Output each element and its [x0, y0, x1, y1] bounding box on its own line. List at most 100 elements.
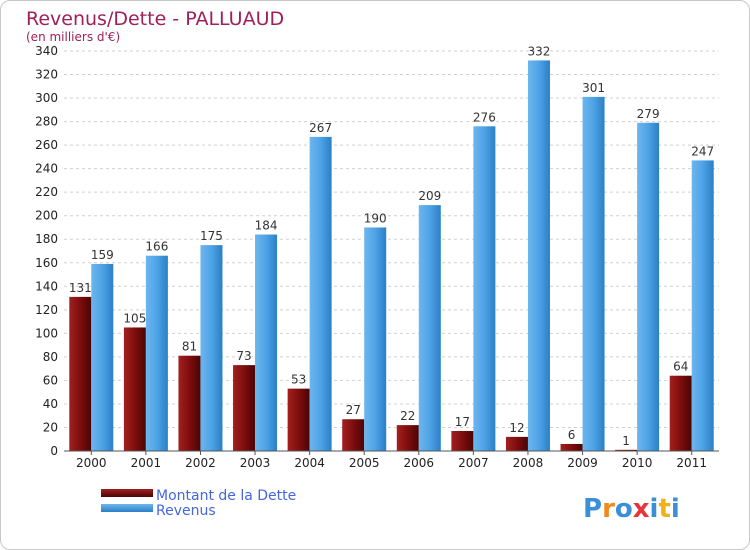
bar-revenus [255, 234, 278, 451]
value-label-debt: 64 [673, 360, 688, 374]
y-tick-label: 300 [35, 91, 58, 105]
value-label-debt: 17 [455, 415, 470, 429]
bar-revenus [527, 60, 550, 451]
grid-lines [64, 50, 719, 452]
value-label-revenus: 184 [255, 219, 278, 233]
bar-revenus [145, 255, 168, 451]
value-label-debt: 53 [291, 373, 306, 387]
bars [69, 60, 714, 452]
y-tick-label: 160 [35, 256, 58, 270]
logo-letter: i [671, 494, 680, 524]
bar-revenus [91, 263, 114, 451]
y-tick-label: 80 [43, 350, 58, 364]
bar-revenus [582, 96, 605, 451]
value-labels: 131 159 105 166 81 175 73 184 53 267 27 190 22 209 17 2… [69, 44, 714, 447]
y-tick-label: 280 [35, 115, 58, 129]
bar-debt [123, 327, 146, 451]
bar-debt [342, 419, 365, 451]
x-tick-label: 2011 [676, 456, 707, 470]
legend-swatch-revenus [101, 504, 153, 512]
y-tick-label: 180 [35, 232, 58, 246]
chart-subtitle: (en milliers d'€) [26, 30, 120, 44]
x-tick-label: 2004 [294, 456, 325, 470]
x-tick-label: 2010 [622, 456, 653, 470]
logo-letter: x [633, 494, 650, 524]
value-label-revenus: 166 [145, 240, 168, 254]
x-tick-label: 2008 [513, 456, 544, 470]
bar-revenus [364, 227, 387, 451]
logo-letter: i [650, 494, 659, 524]
y-tick-label: 340 [35, 44, 58, 58]
bar-debt [615, 449, 638, 451]
value-label-revenus: 301 [582, 81, 605, 95]
x-tick-label: 2003 [240, 456, 271, 470]
x-axis-ticks: 2000 2001 2002 2003 2004 2005 2006 2007 2008 2009… [76, 451, 707, 470]
bar-debt [396, 425, 419, 451]
value-label-revenus: 276 [473, 110, 496, 124]
logo-letter: r [602, 494, 615, 524]
value-label-debt: 12 [509, 421, 524, 435]
y-tick-label: 20 [43, 420, 58, 434]
y-tick-label: 100 [35, 326, 58, 340]
bar-revenus [473, 126, 496, 451]
value-label-revenus: 175 [200, 229, 223, 243]
value-label-debt: 1 [622, 434, 630, 448]
bar-debt [560, 443, 583, 451]
y-tick-label: 320 [35, 68, 58, 82]
y-axis-ticks: 0 20 40 60 80 100 120 140 160 180 200 220 240 260 280 3… [35, 44, 58, 458]
x-tick-label: 2009 [567, 456, 598, 470]
value-label-revenus: 209 [418, 189, 441, 203]
bar-debt [451, 431, 474, 451]
x-tick-label: 2007 [458, 456, 489, 470]
value-label-debt: 73 [236, 349, 251, 363]
value-label-revenus: 190 [364, 211, 387, 225]
bar-revenus [200, 245, 223, 451]
legend-swatch-debt [101, 489, 153, 497]
bar-revenus [309, 136, 332, 451]
bar-debt [178, 355, 201, 451]
value-label-debt: 105 [123, 311, 146, 325]
value-label-debt: 131 [69, 281, 92, 295]
value-label-revenus: 159 [91, 248, 114, 262]
y-tick-label: 140 [35, 279, 58, 293]
bar-revenus [691, 160, 714, 452]
legend-label-debt: Montant de la Dette [156, 488, 296, 504]
y-tick-label: 220 [35, 185, 58, 199]
x-tick-label: 2005 [349, 456, 380, 470]
bar-revenus [418, 205, 441, 451]
bar-debt [69, 296, 92, 451]
x-tick-label: 2001 [131, 456, 162, 470]
bar-debt [669, 375, 692, 451]
x-tick-label: 2002 [185, 456, 216, 470]
value-label-revenus: 332 [528, 44, 551, 58]
value-label-debt: 27 [346, 403, 361, 417]
y-tick-label: 240 [35, 162, 58, 176]
legend-label-revenus: Revenus [156, 503, 216, 519]
value-label-revenus: 247 [691, 144, 714, 158]
value-label-revenus: 279 [637, 107, 660, 121]
value-label-debt: 22 [400, 409, 415, 423]
chart-title: Revenus/Dette - PALLUAUD [26, 8, 284, 30]
y-tick-label: 120 [35, 303, 58, 317]
value-label-revenus: 267 [309, 121, 332, 135]
proxiti-logo: Proxiti [583, 494, 680, 524]
logo-letter: P [583, 494, 602, 524]
legend: Montant de la Dette Revenus [101, 488, 296, 519]
bar-debt [233, 365, 256, 451]
value-label-debt: 81 [182, 340, 197, 354]
y-tick-label: 0 [50, 444, 58, 458]
logo-letter: t [658, 494, 670, 524]
logo-letter: o [615, 494, 633, 524]
bar-revenus [637, 122, 660, 451]
y-tick-label: 60 [43, 373, 58, 387]
y-tick-label: 40 [43, 397, 58, 411]
x-tick-label: 2006 [404, 456, 435, 470]
bar-debt [505, 436, 528, 451]
bar-debt [287, 388, 310, 451]
value-label-debt: 6 [568, 428, 576, 442]
x-tick-label: 2000 [76, 456, 107, 470]
y-tick-label: 260 [35, 138, 58, 152]
y-tick-label: 200 [35, 209, 58, 223]
